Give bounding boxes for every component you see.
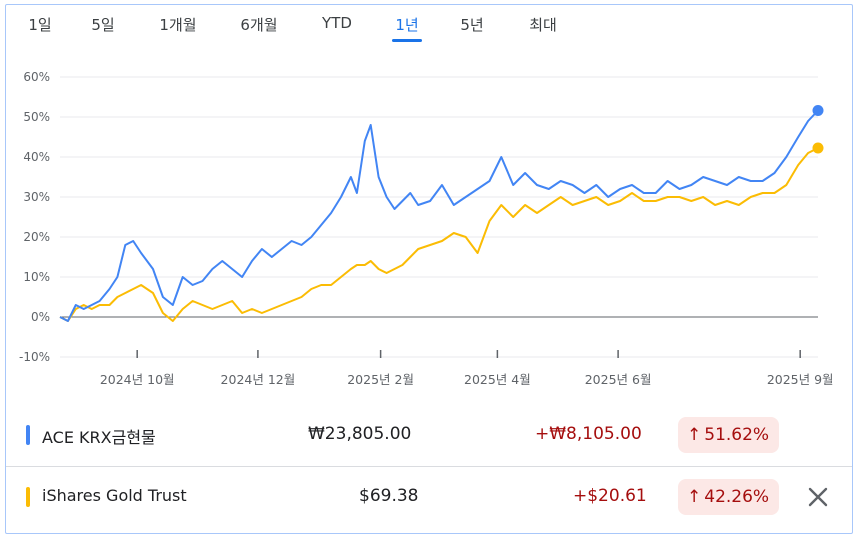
series-line-ace-krx [59,109,819,322]
y-tick-label: 50% [23,110,50,124]
y-tick-label: 40% [23,150,50,164]
range-tabs: 1일 5일 1개월 6개월 YTD 1년 5년 최대 [0,0,860,44]
tab-1m[interactable]: 1개월 [159,16,197,34]
series-color-swatch [26,487,30,507]
legend-row-ace-krx[interactable]: ACE KRX금현물 ₩23,805.00 +₩8,105.00 ↑ 51.62% [6,405,852,465]
series-change: +$20.61 [573,486,647,506]
arrow-up-icon: ↑ [687,487,702,507]
x-tick-label: 2025년 6월 [585,372,652,387]
tab-ytd[interactable]: YTD [322,14,352,32]
series-endpoint-ace-krx [812,105,824,117]
chart-area: 60% 50% 40% 30% 20% 10% 0% -10% 2024년 10월 2024년 1… [19,70,834,387]
series-color-swatch [26,425,30,445]
percent-badge: ↑ 42.26% [678,479,780,515]
y-tick-label: -10% [19,350,50,364]
card-frame [5,4,853,534]
tab-1d[interactable]: 1일 [28,16,52,34]
tab-1y[interactable]: 1년 [395,16,419,34]
y-tick-label: 10% [23,270,50,284]
y-tick-label: 0% [31,310,50,324]
y-tick-label: 60% [23,70,50,84]
active-tab-indicator [392,39,422,42]
tab-6m[interactable]: 6개월 [240,16,278,34]
series-price: ₩23,805.00 [308,424,412,444]
x-tick-label: 2024년 12월 [221,372,296,387]
x-tick-label: 2024년 10월 [100,372,175,387]
tab-5d[interactable]: 5일 [91,16,115,34]
legend-row-ishares-gold[interactable]: iShares Gold Trust $69.38 +$20.61 ↑ 42.26… [6,466,852,527]
x-tick-label: 2025년 4월 [464,372,531,387]
tab-max[interactable]: 최대 [529,16,557,34]
series-line-ishares-gold [59,147,819,322]
series-change: +₩8,105.00 [535,424,642,444]
series-price: $69.38 [359,486,419,506]
y-tick-label: 30% [23,190,50,204]
percent-value: 42.26% [704,487,770,507]
percent-badge: ↑ 51.62% [678,417,780,453]
series-name: ACE KRX금현물 [42,428,156,447]
close-icon[interactable] [802,481,834,513]
arrow-up-icon: ↑ [687,425,702,445]
tab-5y[interactable]: 5년 [460,16,484,34]
percent-value: 51.62% [704,425,770,445]
series-endpoint-ishares-gold [812,142,824,154]
x-tick-label: 2025년 2월 [347,372,414,387]
series-name: iShares Gold Trust [42,486,187,505]
x-tick-label: 2025년 9월 [767,372,834,387]
y-tick-label: 20% [23,230,50,244]
